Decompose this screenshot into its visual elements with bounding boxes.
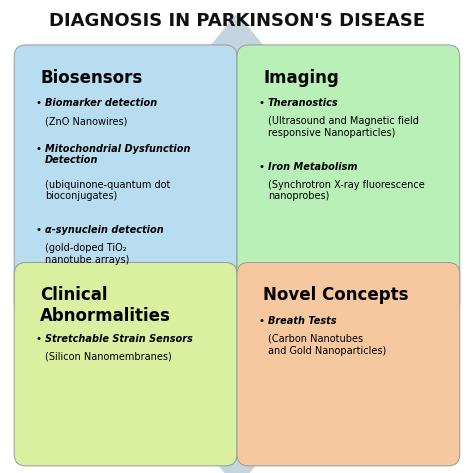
Text: •: • xyxy=(36,98,42,108)
Text: Theranostics: Theranostics xyxy=(268,98,338,108)
Text: (gold-doped TiO₂
nanotube arrays): (gold-doped TiO₂ nanotube arrays) xyxy=(45,243,129,265)
Text: •: • xyxy=(36,334,42,344)
Text: •: • xyxy=(258,98,264,108)
Text: (Synchrotron X-ray fluorescence
nanoprobes): (Synchrotron X-ray fluorescence nanoprob… xyxy=(268,180,425,201)
FancyBboxPatch shape xyxy=(237,45,460,315)
Text: (Silicon Nanomembranes): (Silicon Nanomembranes) xyxy=(45,352,172,362)
Text: Breath Tests: Breath Tests xyxy=(268,316,337,326)
Text: α-synuclein detection: α-synuclein detection xyxy=(45,225,164,235)
Text: •: • xyxy=(36,144,42,154)
Text: Biosensors: Biosensors xyxy=(40,69,143,87)
Text: Novel Concepts: Novel Concepts xyxy=(263,286,409,304)
Text: •: • xyxy=(258,162,264,172)
Text: Iron Metabolism: Iron Metabolism xyxy=(268,162,357,172)
Text: Biomarker detection: Biomarker detection xyxy=(45,98,157,108)
Text: DIAGNOSIS IN PARKINSON'S DISEASE: DIAGNOSIS IN PARKINSON'S DISEASE xyxy=(49,12,425,30)
Text: Clinical
Abnormalities: Clinical Abnormalities xyxy=(40,286,171,325)
FancyBboxPatch shape xyxy=(14,45,237,315)
Text: (Ultrasound and Magnetic field
responsive Nanoparticles): (Ultrasound and Magnetic field responsiv… xyxy=(268,116,419,138)
Text: Mitochondrial Dysfunction
Detection: Mitochondrial Dysfunction Detection xyxy=(45,144,191,166)
Text: •: • xyxy=(36,225,42,235)
FancyBboxPatch shape xyxy=(237,263,460,466)
Text: •: • xyxy=(258,316,264,326)
Polygon shape xyxy=(43,14,431,473)
Text: Stretchable Strain Sensors: Stretchable Strain Sensors xyxy=(45,334,193,344)
Text: (ZnO Nanowires): (ZnO Nanowires) xyxy=(45,116,128,126)
Text: (Carbon Nanotubes
and Gold Nanoparticles): (Carbon Nanotubes and Gold Nanoparticles… xyxy=(268,334,386,356)
FancyBboxPatch shape xyxy=(14,263,237,466)
Text: (ubiquinone-quantum dot
bioconjugates): (ubiquinone-quantum dot bioconjugates) xyxy=(45,180,171,201)
Text: Imaging: Imaging xyxy=(263,69,339,87)
